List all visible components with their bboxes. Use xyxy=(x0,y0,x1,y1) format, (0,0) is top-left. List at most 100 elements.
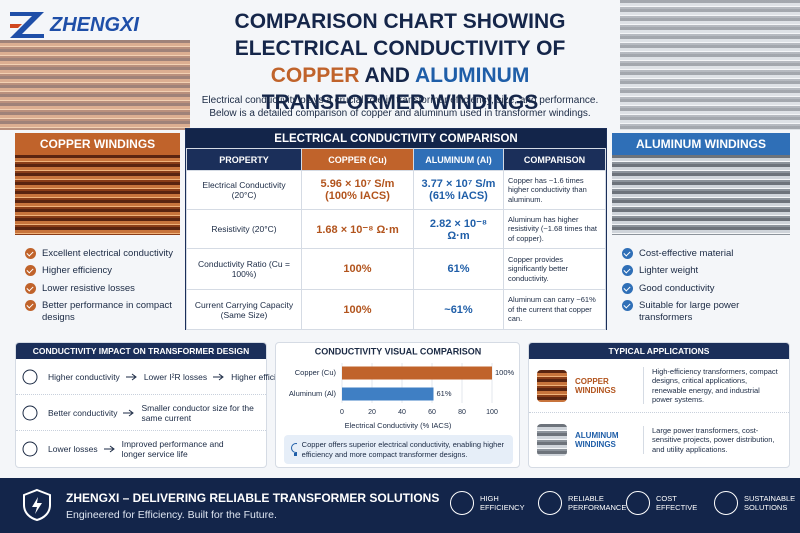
table-cell: Aluminum has higher resistivity (~1.68 t… xyxy=(503,209,606,249)
application: COPPER WINDINGS High-efficiency transform… xyxy=(529,359,789,413)
copper-points: Excellent electrical conductivity Higher … xyxy=(25,248,185,329)
check-icon xyxy=(25,282,36,294)
application-name: COPPER WINDINGS xyxy=(575,376,616,395)
applications-title: TYPICAL APPLICATIONS xyxy=(529,343,789,359)
bulb-icon xyxy=(291,442,297,456)
impact-icon xyxy=(22,405,38,420)
x-tick-label: 80 xyxy=(458,409,466,416)
effect: Lower I²R losses xyxy=(143,371,208,382)
shield-icon xyxy=(23,488,51,522)
chart-title: CONDUCTIVITY VISUAL COMPARISON xyxy=(315,346,482,356)
panel-title: ALUMINUM WINDINGS xyxy=(612,133,790,155)
arrow xyxy=(123,409,135,416)
point-text: Higher efficiency xyxy=(42,265,113,277)
value-label: 100% xyxy=(495,368,515,377)
title-line: ELECTRICAL CONDUCTIVITY OF xyxy=(234,37,566,60)
y-tick-label: Aluminum (Al) xyxy=(289,389,337,398)
path xyxy=(32,497,42,514)
badge-icon xyxy=(450,491,474,515)
impact-icon xyxy=(22,369,38,384)
check-icon xyxy=(25,300,36,312)
check-icon xyxy=(622,282,633,294)
impact-title: CONDUCTIVITY IMPACT ON TRANSFORMER DESIG… xyxy=(16,343,266,359)
check-icon xyxy=(622,300,633,312)
badge-text: COST EFFECTIVE xyxy=(656,493,698,512)
aluminum-points: Cost-effective material Lighter weight Goo… xyxy=(622,248,787,329)
badge-text: RELIABLE PERFORMANCE xyxy=(568,493,627,512)
table-cell: 5.96 × 10⁷ S/m (100% IACS) xyxy=(301,170,414,210)
table-cell: 100% xyxy=(301,248,414,290)
table-row: Current Carrying Capacity (Same Size) 100… xyxy=(186,289,606,330)
arrow xyxy=(103,445,115,453)
coil-icon xyxy=(537,369,567,402)
footer: ZHENGXI – DELIVERING RELIABLE TRANSFORME… xyxy=(0,478,800,533)
table-body: Electrical Conductivity (20°C) 5.96 × 10⁷… xyxy=(186,170,606,330)
badge: RELIABLE PERFORMANCE xyxy=(538,491,626,515)
title-line: COPPER AND ALUMINUM TRANSFORMER WINDINGS xyxy=(190,62,610,116)
application: ALUMINUM WINDINGS Large power transformer… xyxy=(529,413,789,467)
check-icon xyxy=(25,248,36,259)
icon-ring xyxy=(22,405,38,420)
table-cell: Copper provides significantly better con… xyxy=(503,248,606,290)
badge-icon xyxy=(714,491,738,515)
impact-rows: Higher conductivity Lower I²R losses Highe… xyxy=(16,359,294,467)
coil-icon xyxy=(537,424,567,456)
copper-photo xyxy=(0,40,190,130)
application-text: Large power transformers, cost-sensitive… xyxy=(643,425,781,455)
check-icon xyxy=(25,265,36,277)
aluminum-coil-photo xyxy=(612,155,790,235)
copper-coil-photo xyxy=(15,155,180,235)
footer-title: ZHENGXI – DELIVERING RELIABLE TRANSFORME… xyxy=(66,491,440,505)
point: Good conductivity xyxy=(622,282,787,294)
badges: HIGH EFFICIENCY RELIABLE PERFORMANCE COST … xyxy=(450,491,796,515)
arrow-icon xyxy=(103,445,115,453)
circle xyxy=(291,442,297,453)
x-tick-label: 0 xyxy=(340,409,344,416)
title-end: TRANSFORMER WINDINGS xyxy=(261,91,539,114)
point: Better performance in compact designs xyxy=(25,300,185,323)
table-cell: 2.82 × 10⁻⁸ Ω·m xyxy=(413,209,504,249)
table-cell: 1.68 × 10⁻⁸ Ω·m xyxy=(301,209,414,249)
chart: CONDUCTIVITY VISUAL COMPARISON Electrica… xyxy=(289,346,515,430)
table-title: ELECTRICAL CONDUCTIVITY COMPARISON xyxy=(186,129,606,148)
point-text: Cost-effective material xyxy=(639,248,734,259)
rect xyxy=(294,452,297,456)
badge-text: HIGH EFFICIENCY xyxy=(480,493,525,512)
badge: SUSTAINABLE SOLUTIONS xyxy=(714,491,796,515)
table-row: Electrical Conductivity (20°C) 5.96 × 10⁷… xyxy=(186,170,606,210)
title-and: AND xyxy=(364,64,410,87)
badge: COST EFFECTIVE xyxy=(626,491,704,515)
value-label: 61% xyxy=(437,389,452,398)
column-header: COPPER (Cu) xyxy=(301,148,414,171)
point: Higher efficiency xyxy=(25,265,185,277)
effect: Improved performance and longer service … xyxy=(121,439,224,459)
chart-note: Copper offers superior electrical conduc… xyxy=(284,435,513,464)
icon-ring xyxy=(22,441,38,457)
brand: ZHENGXI xyxy=(50,13,139,36)
bar xyxy=(342,366,492,380)
table-cell: Copper has ~1.6 times higher conductivit… xyxy=(503,170,606,210)
badge-text: SUSTAINABLE SOLUTIONS xyxy=(744,493,796,512)
table-cell: Conductivity Ratio (Cu = 100%) xyxy=(186,248,302,290)
point-text: Suitable for large power transformers xyxy=(639,300,740,323)
point-text: Lighter weight xyxy=(639,265,699,277)
column-header: PROPERTY xyxy=(186,148,302,171)
impact-row: Better conductivity Smaller conductor siz… xyxy=(16,395,266,431)
arrow-icon xyxy=(123,409,135,416)
table-cell: 100% xyxy=(301,289,414,330)
note-text: Copper offers superior electrical conduc… xyxy=(301,440,504,459)
logo-mark xyxy=(10,12,44,38)
point-text: Lower resistive losses xyxy=(42,282,135,294)
cause: Better conductivity xyxy=(48,407,118,418)
panel-title: COPPER WINDINGS xyxy=(15,133,180,155)
badge-icon xyxy=(538,491,562,515)
x-axis-label: Electrical Conductivity (% IACS) xyxy=(345,421,452,430)
path xyxy=(10,12,44,38)
arrow xyxy=(125,373,137,380)
point: Lower resistive losses xyxy=(25,282,185,294)
table-cell: 3.77 × 10⁷ S/m (61% IACS) xyxy=(413,170,504,210)
bar xyxy=(342,387,434,401)
point: Suitable for large power transformers xyxy=(622,300,787,323)
column-header: ALUMINUM (Al) xyxy=(413,148,504,171)
